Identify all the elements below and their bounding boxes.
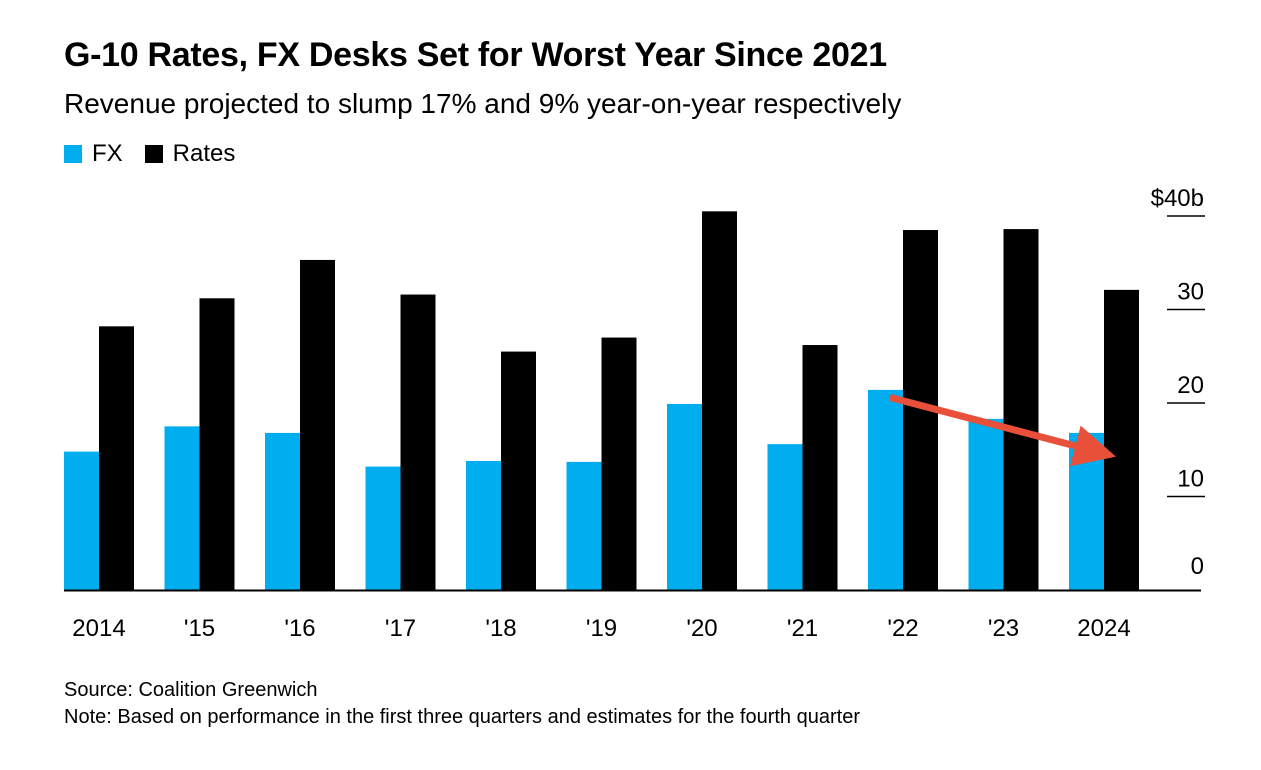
chart-subtitle: Revenue projected to slump 17% and 9% ye… <box>64 88 902 119</box>
x-tick-label: '21 <box>787 615 818 642</box>
bar-fx-7 <box>767 444 803 590</box>
x-axis: 2014 '15 '16 '17 '18 '19 '20 '21 '22 '23 2024 <box>64 589 1201 642</box>
x-tick-label: '19 <box>586 615 617 642</box>
bar-rates-0 <box>99 326 134 590</box>
y-tick-label: 10 <box>1177 466 1204 493</box>
bar-fx-9 <box>968 418 1004 590</box>
bar-rates-3 <box>400 294 436 590</box>
y-tick-label: 30 <box>1177 279 1204 306</box>
x-tick-label: '22 <box>887 615 918 642</box>
x-tick-label: '15 <box>184 615 215 642</box>
bar-fx-0 <box>64 451 99 590</box>
x-tick-label: '16 <box>284 615 315 642</box>
bar-chart: 0 10 20 30 $40b 2014 '15 '16 '17 '18 '19 '20 '21 '22… <box>64 185 1205 642</box>
x-tick-label: '18 <box>485 615 516 642</box>
bar-rates-2 <box>300 259 335 590</box>
bar-rates-9 <box>1003 229 1039 590</box>
x-tick-label: 2024 <box>1077 615 1130 642</box>
legend-item-rates: Rates <box>144 140 236 168</box>
legend-swatch-fx <box>64 145 82 163</box>
bar-fx-5 <box>566 461 602 590</box>
x-tick-label: '23 <box>988 615 1019 642</box>
bar-rates-6 <box>702 211 737 590</box>
y-tick-label: 20 <box>1177 372 1204 399</box>
bar-rates-5 <box>601 337 637 590</box>
x-tick-label: 2014 <box>72 615 125 642</box>
trend-arrow <box>889 394 1116 467</box>
bar-fx-6 <box>667 403 702 590</box>
bar-fx-8 <box>868 389 903 590</box>
bars-layer <box>64 211 1139 590</box>
legend: FX Rates <box>64 140 257 168</box>
bar-fx-3 <box>365 466 401 590</box>
x-tick-label: '20 <box>686 615 717 642</box>
y-tick-label: $40b <box>1151 185 1204 212</box>
y-axis: 0 10 20 30 $40b <box>1151 185 1205 580</box>
bar-rates-4 <box>501 351 536 590</box>
bar-rates-7 <box>802 345 838 590</box>
legend-swatch-rates <box>144 145 163 163</box>
legend-label-fx: FX <box>92 140 123 167</box>
annotation-layer <box>889 394 1116 467</box>
y-tick-label: 0 <box>1191 553 1204 580</box>
bar-fx-10 <box>1069 432 1104 590</box>
bar-fx-1 <box>164 426 200 590</box>
legend-item-fx: FX <box>64 140 123 168</box>
legend-label-rates: Rates <box>172 140 236 167</box>
x-tick-label: '17 <box>385 615 416 642</box>
bar-fx-4 <box>466 460 501 590</box>
bar-rates-10 <box>1104 289 1139 590</box>
bar-rates-1 <box>199 298 235 590</box>
source-text: Source: Coalition Greenwich <box>64 679 318 701</box>
bar-fx-2 <box>265 432 300 590</box>
chart-title: G-10 Rates, FX Desks Set for Worst Year … <box>64 36 887 74</box>
note-text: Note: Based on performance in the first … <box>64 706 860 728</box>
